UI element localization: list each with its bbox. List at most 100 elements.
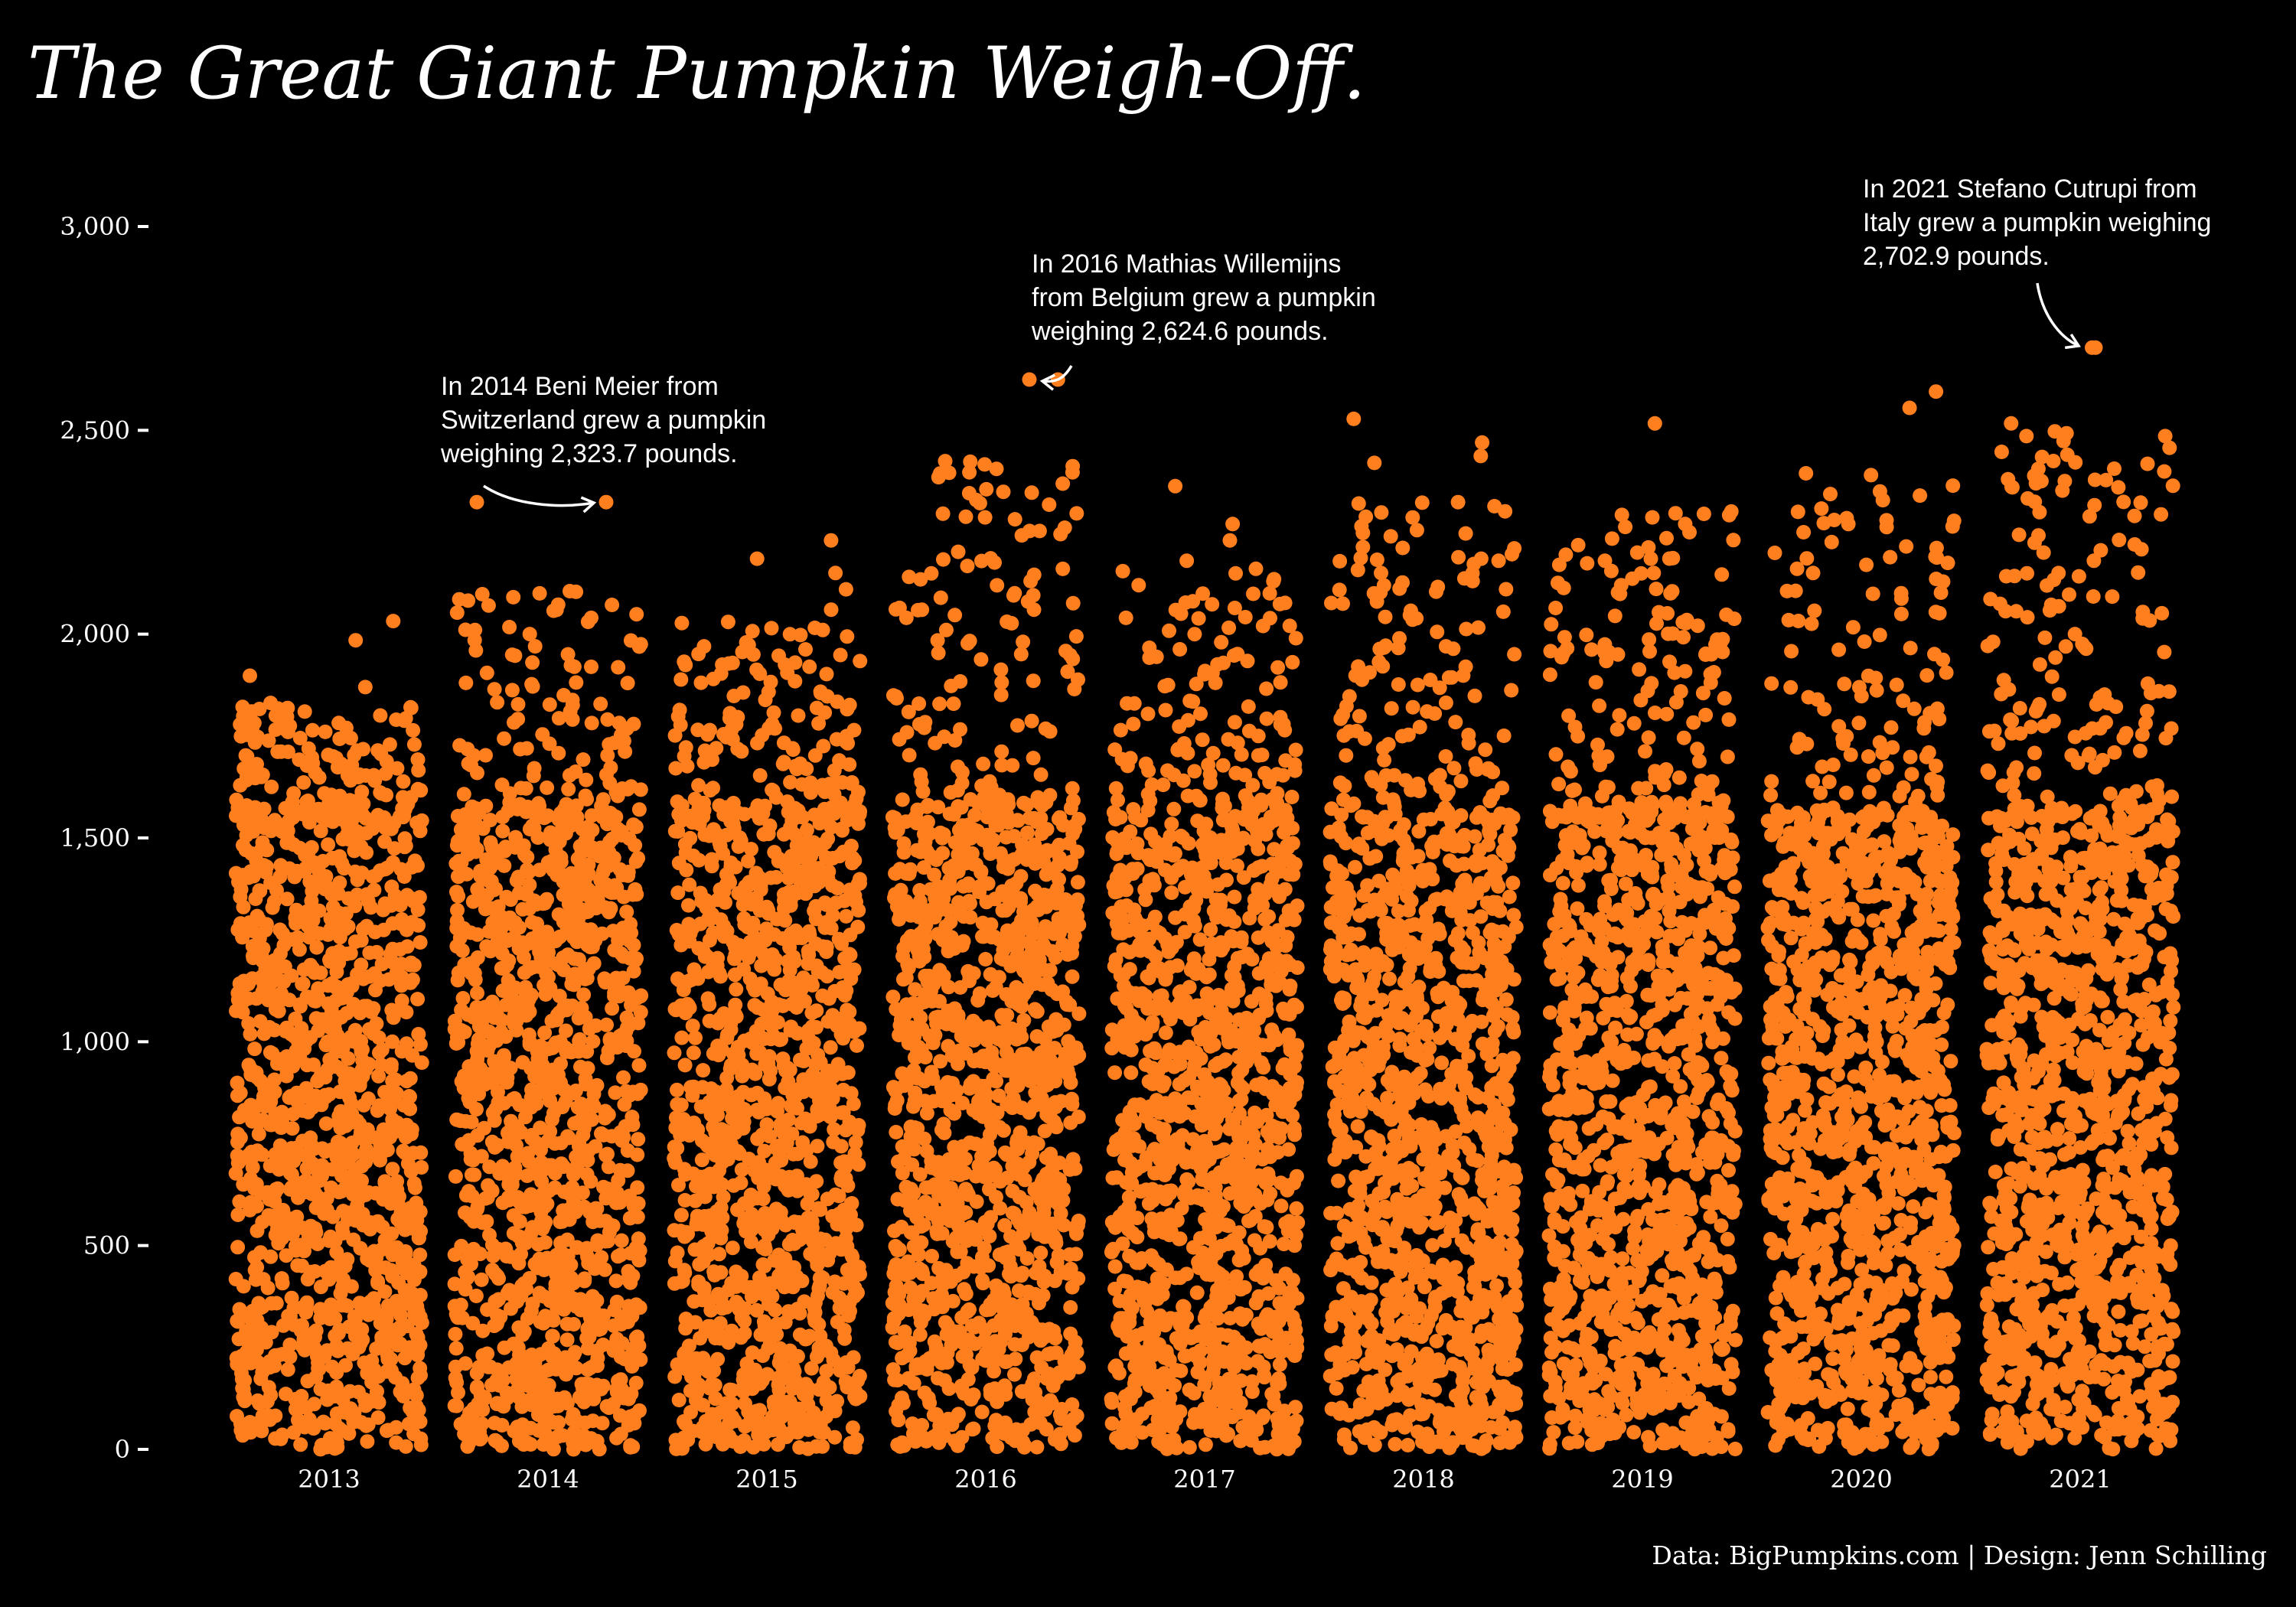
pumpkin-point: [267, 1194, 282, 1209]
pumpkin-point: [982, 774, 997, 789]
pumpkin-point: [236, 993, 252, 1009]
pumpkin-point: [282, 1182, 298, 1197]
pumpkin-point: [501, 1172, 517, 1187]
pumpkin-point: [452, 592, 467, 607]
pumpkin-point: [980, 800, 995, 815]
pumpkin-point: [538, 1235, 553, 1250]
pumpkin-point: [674, 615, 690, 631]
pumpkin-point: [280, 700, 295, 715]
pumpkin-point: [902, 748, 917, 763]
pumpkin-point: [393, 1384, 408, 1400]
pumpkin-point: [797, 1111, 813, 1126]
pumpkin-point: [728, 1125, 743, 1140]
pumpkin-point: [448, 1341, 464, 1356]
pumpkin-point: [286, 1425, 302, 1440]
pumpkin-point: [977, 457, 993, 472]
pumpkin-point: [598, 1148, 614, 1163]
pumpkin-point: [323, 1260, 338, 1275]
pumpkin-point: [448, 1371, 463, 1386]
pumpkin-point: [917, 950, 932, 965]
pumpkin-point: [383, 821, 399, 836]
pumpkin-point: [607, 943, 622, 958]
pumpkin-point: [311, 1072, 326, 1087]
pumpkin-point: [833, 647, 848, 663]
pumpkin-point: [335, 832, 351, 847]
pumpkin-point: [246, 715, 262, 731]
pumpkin-point: [794, 1053, 810, 1068]
pumpkin-point: [302, 1090, 317, 1105]
pumpkin-point: [771, 1138, 787, 1153]
pumpkin-point: [284, 1167, 299, 1182]
pumpkin-point: [621, 831, 637, 846]
pumpkin-point: [683, 1080, 699, 1095]
pumpkin-point: [599, 1051, 615, 1065]
pumpkin-point: [781, 871, 796, 886]
pumpkin-point: [292, 999, 308, 1014]
pumpkin-point: [897, 1324, 912, 1339]
pumpkin-point: [801, 1441, 816, 1456]
pumpkin-point: [522, 1271, 537, 1286]
pumpkin-point: [413, 1288, 428, 1302]
pumpkin-point: [1068, 629, 1084, 644]
pumpkin-point: [354, 839, 369, 854]
pumpkin-point: [737, 895, 752, 910]
pumpkin-point: [480, 1346, 495, 1361]
pumpkin-point: [931, 1260, 947, 1276]
pumpkin-point: [469, 1380, 484, 1396]
pumpkin-point: [507, 932, 522, 947]
pumpkin-point: [1063, 1115, 1078, 1130]
pumpkin-point: [811, 1341, 827, 1355]
pumpkin-point: [599, 1017, 614, 1032]
pumpkin-point: [293, 1437, 308, 1452]
pumpkin-point: [813, 1231, 828, 1247]
pumpkin-point: [941, 875, 957, 891]
pumpkin-point: [313, 965, 328, 980]
pumpkin-point: [458, 807, 473, 822]
pumpkin-point: [377, 834, 392, 849]
pumpkin-point: [518, 1110, 533, 1125]
pumpkin-point: [1029, 1028, 1045, 1044]
pumpkin-point: [987, 1318, 1002, 1333]
pumpkin-point: [612, 1162, 628, 1178]
pumpkin-point: [630, 1180, 645, 1195]
pumpkin-point: [696, 1187, 711, 1202]
pumpkin-point: [562, 768, 577, 783]
pumpkin-point: [741, 853, 756, 869]
pumpkin-point: [761, 826, 776, 842]
pumpkin-point: [488, 1433, 503, 1448]
pumpkin-point: [778, 1217, 793, 1233]
pumpkin-point: [331, 944, 347, 959]
pumpkin-point: [397, 1351, 413, 1366]
pumpkin-point: [347, 1309, 362, 1325]
pumpkin-point: [243, 1061, 258, 1076]
pumpkin-point: [1027, 976, 1042, 991]
pumpkin-point: [265, 900, 280, 915]
pumpkin-point: [254, 1097, 269, 1113]
pumpkin-point: [820, 1014, 836, 1029]
pumpkin-point: [1044, 982, 1059, 997]
pumpkin-point: [677, 1058, 693, 1073]
pumpkin-point: [906, 1376, 921, 1391]
pumpkin-point: [990, 1394, 1005, 1410]
pumpkin-point: [318, 1038, 334, 1053]
pumpkin-point: [243, 1026, 258, 1041]
pumpkin-point: [279, 892, 295, 907]
pumpkin-point: [733, 833, 748, 849]
pumpkin-point: [243, 668, 257, 683]
pumpkin-point: [272, 922, 288, 937]
pumpkin-point: [268, 817, 283, 832]
pumpkin-point: [366, 1299, 381, 1315]
pumpkin-point: [838, 1355, 853, 1371]
pumpkin-point: [707, 1267, 722, 1283]
pumpkin-point: [410, 781, 426, 797]
pumpkin-point: [687, 1115, 702, 1130]
pumpkin-point: [712, 1247, 727, 1262]
pumpkin-point: [470, 1200, 485, 1214]
pumpkin-point: [798, 642, 813, 657]
pumpkin-point: [308, 1323, 324, 1338]
pumpkin-point: [383, 1061, 399, 1075]
pumpkin-point: [826, 1352, 841, 1367]
pumpkin-point: [838, 1374, 853, 1390]
pumpkin-point: [490, 695, 505, 710]
pumpkin-point: [667, 1253, 683, 1269]
